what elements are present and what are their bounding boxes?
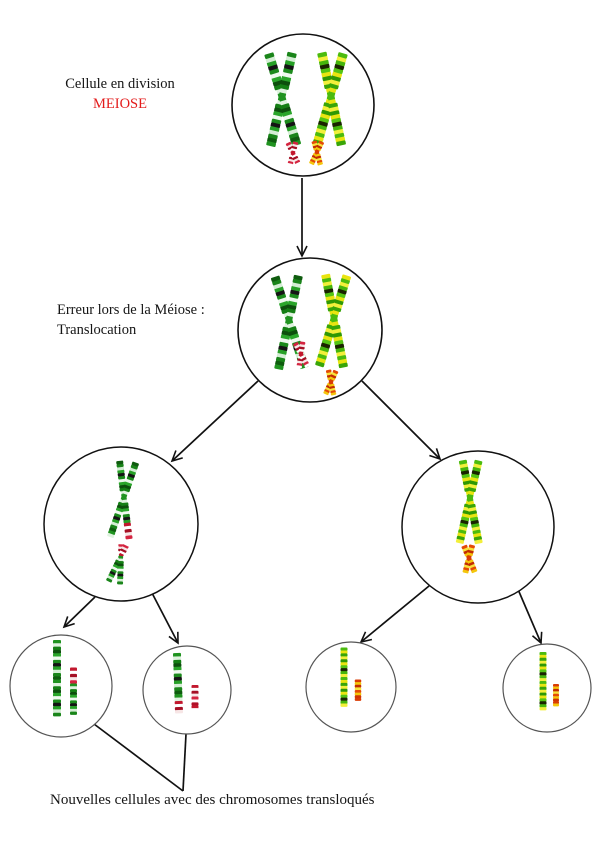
- chromosome-large-yellowgreen: [312, 51, 348, 147]
- arrow-right-to-gamete-4: [516, 586, 543, 645]
- cell-daughter-right: [401, 450, 555, 604]
- cell-meiosis-error: [237, 257, 383, 403]
- chromosome-large-green: [264, 51, 302, 147]
- cell-initial: [231, 33, 375, 177]
- label-new-cells-caption: Nouvelles cellules avec des chromosomes …: [50, 792, 375, 808]
- cell-initial-membrane: [231, 33, 375, 177]
- chromatid-yellowgreen: [340, 647, 348, 707]
- chromosome-small-orange: [461, 544, 478, 574]
- cell-gamete-4-membrane: [502, 643, 592, 733]
- label-cellule-en-division: Cellule en division: [65, 76, 175, 92]
- chromatid-orange: [553, 684, 559, 707]
- cell-daughter-left: [43, 446, 199, 602]
- chromatid-yellowgreen: [539, 652, 547, 711]
- arrow-error-to-daughter-left: [170, 380, 259, 463]
- cell-daughter-left-membrane: [43, 446, 199, 602]
- cell-gamete-1-membrane: [9, 634, 113, 738]
- cells-layer: [9, 33, 592, 738]
- chromosome-small-orange: [309, 140, 324, 166]
- cell-gamete-4: [502, 643, 592, 733]
- chromatid-green: [53, 640, 61, 717]
- line-gamete-2-to-caption: [182, 733, 187, 792]
- chromatid-red: [191, 685, 199, 712]
- chromosome-large-yellowgreen: [315, 273, 352, 369]
- chromatid-orange: [354, 679, 362, 701]
- arrow-right-to-gamete-3: [359, 585, 430, 644]
- cell-gamete-2-membrane: [142, 645, 232, 735]
- chromatid-green-with-red-tip: [172, 652, 184, 714]
- label-meiose: MEIOSE: [93, 96, 147, 112]
- cell-meiosis-error-membrane: [237, 257, 383, 403]
- label-error-line1: Erreur lors de la Méiose :: [57, 302, 205, 318]
- chromosome-large-yellowgreen: [455, 459, 483, 545]
- line-gamete-1-to-caption: [93, 723, 184, 792]
- cell-gamete-3-membrane: [305, 641, 397, 733]
- cell-gamete-1: [9, 634, 113, 738]
- chromatid-hybrid-red-green: [70, 667, 77, 715]
- chromosome-hybrid-red-green: [106, 541, 130, 585]
- chromosome-small-red-translocating: [293, 341, 310, 369]
- arrow-error-to-daughter-right: [361, 380, 442, 461]
- cell-gamete-2: [142, 645, 232, 735]
- arrow-left-to-gamete-1: [62, 596, 96, 629]
- label-cell-division-block: Cellule en division MEIOSE: [30, 74, 210, 114]
- label-error-line2: Translocation: [57, 322, 137, 338]
- chromosome-green-with-red-tip: [107, 460, 139, 540]
- connectors-layer: [62, 178, 543, 792]
- arrow-left-to-gamete-2: [151, 592, 179, 645]
- chromosome-small-red: [285, 141, 302, 167]
- label-meiosis-error-block: Erreur lors de la Méiose : Translocation: [57, 300, 205, 340]
- cell-gamete-3: [305, 641, 397, 733]
- chromosome-small-orange: [323, 369, 339, 396]
